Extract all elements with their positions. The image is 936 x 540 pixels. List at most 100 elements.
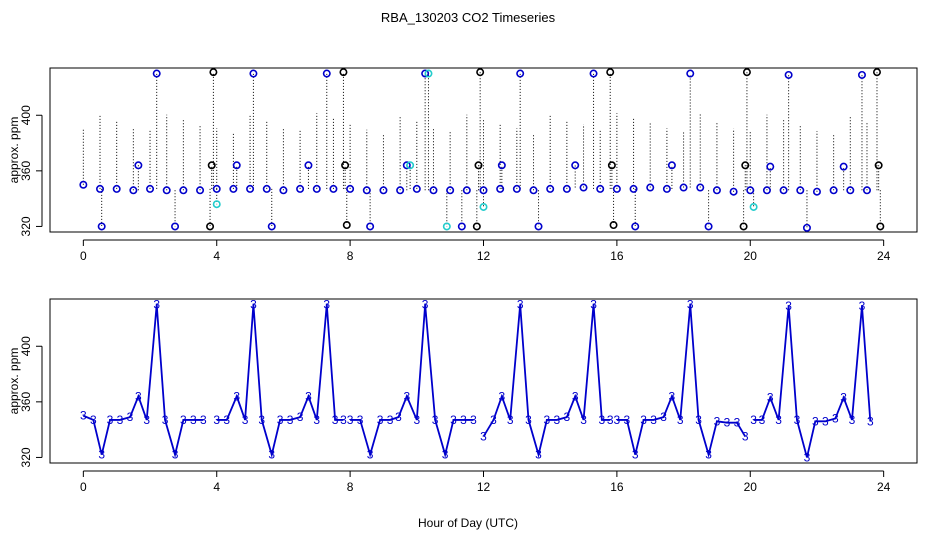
point-label: 3 [650,413,657,427]
point-label: 3 [422,298,429,312]
point-label: 3 [669,389,676,403]
data-point [739,222,748,231]
data-point [206,222,215,231]
data-point [232,161,241,170]
data-point [629,184,638,193]
panel-top-marker-layer [79,68,885,232]
data-point [857,70,866,79]
x-tick-label: 20 [744,249,758,263]
data-point [529,186,538,195]
data-point [341,161,350,170]
point-label: 3 [127,410,134,424]
data-point [667,161,676,170]
point-label: 3 [223,413,230,427]
panel-top-ylabel: approx. ppm [7,117,21,184]
data-point [212,184,221,193]
data-point [496,184,505,193]
y-tick-label: 360 [19,392,33,412]
point-label: 3 [297,410,304,424]
point-label: 3 [812,414,819,428]
data-point [457,222,466,231]
data-point [704,222,713,231]
data-point [246,184,255,193]
point-label: 3 [724,416,731,430]
point-label: 3 [117,413,124,427]
data-point [762,186,771,195]
point-label: 3 [340,413,347,427]
data-point [162,186,171,195]
series-line [482,304,611,459]
data-point [874,161,883,170]
point-label: 3 [107,413,114,427]
point-label: 3 [403,389,410,403]
data-point [571,161,580,170]
point-label: 3 [759,413,766,427]
y-tick-label: 320 [19,216,33,236]
point-label: 3 [200,413,207,427]
data-point [249,69,258,78]
data-point [97,222,106,231]
data-point [412,184,421,193]
y-tick-label: 360 [19,161,33,181]
point-label: 3 [507,413,514,427]
series-line [616,304,747,459]
point-label: 3 [162,413,169,427]
point-label: 3 [742,430,749,444]
point-label: 3 [695,413,702,427]
panel-top-x-axis: 0 4 8 12 16 20 24 [80,239,891,263]
x-axis-label: Hour of Day (UTC) [418,516,518,530]
point-label: 3 [387,413,394,427]
point-label: 3 [498,389,505,403]
point-label: 3 [849,413,856,427]
data-point [304,161,313,170]
data-point [329,184,338,193]
panel-bottom-x-axis: 0 4 8 12 16 20 24 [80,470,891,494]
point-label: 3 [357,413,364,427]
y-tick-label: 320 [19,447,33,467]
data-point [379,186,388,195]
x-tick-label: 20 [744,480,758,494]
data-point [146,184,155,193]
data-point [171,222,180,231]
data-point [339,68,348,77]
data-point [546,184,555,193]
x-tick-label: 8 [347,249,354,263]
data-point [366,222,375,231]
panel-bottom-y-axis: 320 360 400 [19,336,43,467]
point-label: 3 [714,414,721,428]
data-point [296,184,305,193]
x-tick-label: 4 [213,249,220,263]
data-point [596,184,605,193]
data-point [421,69,430,78]
data-point [152,69,161,78]
data-point [779,186,788,195]
point-label: 3 [432,413,439,427]
point-label: 3 [190,413,197,427]
point-label: 3 [840,391,847,405]
panel-top: 0 4 8 12 16 20 24 320 360 400 approx. ppm [7,67,918,263]
point-label: 3 [80,409,87,423]
panel-top-frame [49,67,918,233]
data-point [424,69,433,78]
point-label: 3 [794,413,801,427]
x-tick-label: 0 [80,249,87,263]
data-point [479,202,488,211]
data-point [446,186,455,195]
point-label: 3 [590,298,597,312]
point-label: 3 [687,298,694,312]
data-point [279,186,288,195]
data-point [79,180,88,189]
point-label: 3 [258,413,265,427]
data-point [589,69,598,78]
x-tick-label: 24 [877,480,891,494]
data-point [474,161,483,170]
panel-bottom-ylabel: approx. ppm [7,348,21,415]
data-point [179,186,188,195]
x-tick-label: 16 [610,249,624,263]
point-label: 3 [395,410,402,424]
point-label: 3 [750,413,757,427]
data-point [462,186,471,195]
point-label: 3 [867,414,874,428]
panel-bottom-line-layer [82,304,872,459]
panel-top-spike-layer [82,72,881,228]
